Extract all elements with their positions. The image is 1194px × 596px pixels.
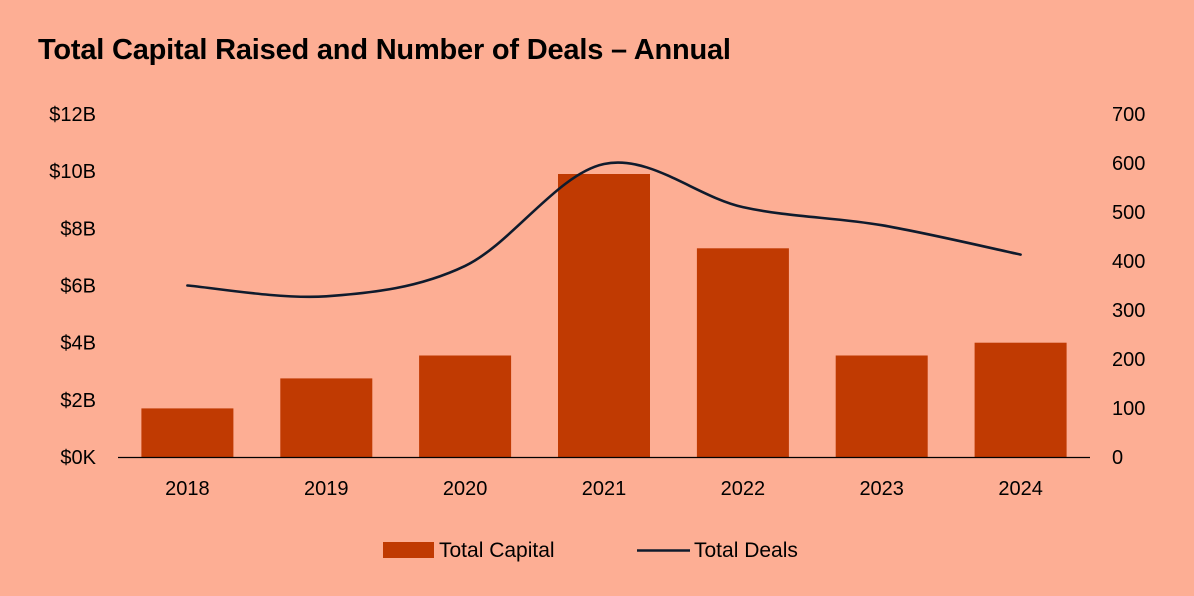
- y-left-tick-label: $2B: [60, 390, 96, 412]
- x-tick-label: 2024: [998, 478, 1043, 500]
- legend: Total Capital Total Deals: [383, 539, 798, 562]
- y-left-tick-label: $0K: [60, 447, 96, 469]
- legend-label-total-deals: Total Deals: [694, 539, 798, 562]
- legend-swatch-total-capital: [383, 542, 434, 558]
- y-left-tick-label: $12B: [49, 104, 96, 126]
- bar-2020: [419, 355, 512, 457]
- bars-layer: [141, 174, 1067, 457]
- y-right-tick-label: 700: [1112, 104, 1145, 126]
- x-tick-label: 2023: [859, 478, 904, 500]
- y-left-tick-label: $10B: [49, 161, 96, 183]
- chart-title: Total Capital Raised and Number of Deals…: [38, 34, 731, 66]
- y-right-tick-label: 100: [1112, 398, 1145, 420]
- y-right-tick-label: 500: [1112, 202, 1145, 224]
- bar-2019: [280, 378, 373, 457]
- legend-label-total-capital: Total Capital: [439, 539, 555, 562]
- y-left-tick-label: $8B: [60, 218, 96, 240]
- bar-2021: [558, 174, 650, 457]
- y-left-tick-label: $4B: [60, 333, 96, 355]
- line-layer: [186, 161, 1022, 299]
- bar-2018: [141, 408, 234, 457]
- x-tick-label: 2021: [582, 478, 627, 500]
- y-right-tick-label: 200: [1112, 349, 1145, 371]
- y-left-tick-label: $6B: [60, 276, 96, 298]
- axis-layer: 2018 2019 2020 2021 2022 2023 2024 $0K $2B $4B $6B…: [49, 104, 1145, 500]
- bar-2024: [974, 342, 1067, 457]
- x-tick-label: 2020: [443, 478, 488, 500]
- y-right-tick-label: 400: [1112, 251, 1145, 273]
- y-right-tick-label: 600: [1112, 153, 1145, 175]
- total-deals-line: [186, 161, 1022, 299]
- y-right-tick-label: 300: [1112, 300, 1145, 322]
- x-tick-label: 2022: [721, 478, 766, 500]
- y-right-tick-label: 0: [1112, 447, 1123, 469]
- bar-2023: [835, 355, 928, 457]
- bar-2022: [696, 248, 789, 457]
- x-tick-label: 2019: [304, 478, 349, 500]
- x-tick-label: 2018: [165, 478, 210, 500]
